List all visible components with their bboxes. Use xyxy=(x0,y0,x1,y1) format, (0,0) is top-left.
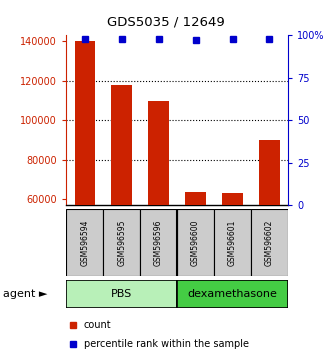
Text: GSM596602: GSM596602 xyxy=(265,219,274,266)
Bar xyxy=(251,209,288,276)
Text: GSM596596: GSM596596 xyxy=(154,219,163,266)
Text: GSM596595: GSM596595 xyxy=(117,219,126,266)
Text: percentile rank within the sample: percentile rank within the sample xyxy=(84,339,249,349)
Bar xyxy=(177,280,288,308)
Bar xyxy=(140,209,177,276)
Text: count: count xyxy=(84,320,112,330)
Bar xyxy=(66,209,103,276)
Bar xyxy=(66,280,177,308)
Text: GDS5035 / 12649: GDS5035 / 12649 xyxy=(107,16,224,29)
Bar xyxy=(185,193,206,318)
Text: PBS: PBS xyxy=(111,289,132,299)
Text: dexamethasone: dexamethasone xyxy=(188,289,277,299)
Bar xyxy=(259,140,280,318)
Bar xyxy=(214,209,251,276)
Bar xyxy=(148,101,169,318)
Bar xyxy=(112,85,132,318)
Bar xyxy=(103,209,140,276)
Bar xyxy=(74,41,95,318)
Bar xyxy=(177,209,214,276)
Text: agent ►: agent ► xyxy=(3,289,48,299)
Text: GSM596594: GSM596594 xyxy=(80,219,89,266)
Text: GSM596601: GSM596601 xyxy=(228,219,237,266)
Bar xyxy=(222,194,243,318)
Text: GSM596600: GSM596600 xyxy=(191,219,200,266)
